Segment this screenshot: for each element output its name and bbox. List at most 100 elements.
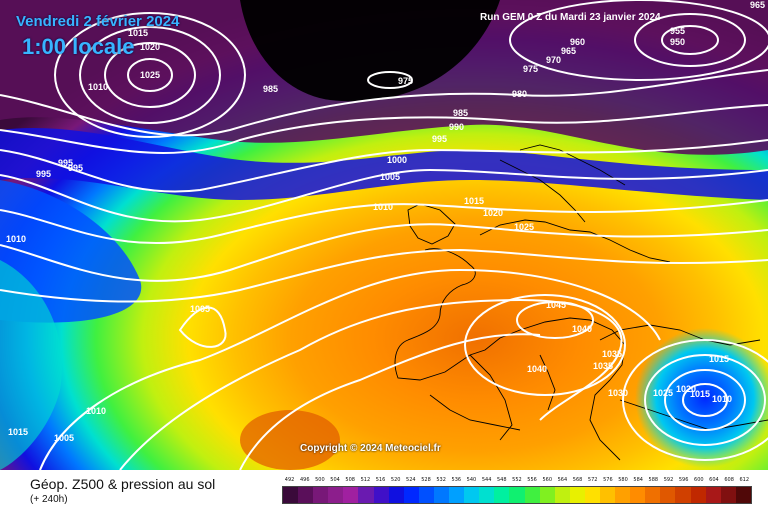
scale-label: 568	[572, 477, 583, 483]
weather-map: 1015 1020 1025 1010 985 975 960 965 970 …	[0, 0, 768, 470]
isobar-label: 970	[546, 55, 561, 65]
scale-label: 588	[648, 477, 659, 483]
isobar-label: 980	[512, 89, 527, 99]
isobar-label: 995	[68, 163, 83, 173]
isobar-label: 1035	[602, 349, 622, 359]
isobar-label: 1015	[8, 427, 28, 437]
isobar-label: 1040	[572, 324, 592, 334]
scale-swatch	[328, 487, 344, 503]
scale-label: 524	[406, 477, 416, 483]
isobar-labels: 1015 1020 1025 1010 985 975 960 965 970 …	[6, 0, 765, 443]
scale-swatch	[705, 487, 721, 503]
scale-swatch	[449, 487, 465, 503]
isobar-label: 1025	[514, 222, 534, 232]
scale-label: 540	[466, 477, 477, 483]
isobar-label: 995	[432, 134, 447, 144]
scale-label: 520	[390, 477, 401, 483]
scale-label: 544	[481, 477, 492, 483]
forecast-date: Vendredi 2 février 2024	[16, 13, 180, 30]
isobar-label: 1025	[140, 70, 160, 80]
scale-label: 592	[663, 477, 674, 483]
isobar-label: 995	[58, 158, 73, 168]
scale-swatch	[418, 487, 434, 503]
scale-label: 536	[451, 477, 462, 483]
scale-swatch	[660, 487, 676, 503]
isobar-label: 1015	[709, 354, 729, 364]
color-scale: 492 496 500 504 508 512 516 520 524 528 532 536 540 5…	[282, 477, 752, 504]
isobar-label: 1035	[593, 361, 613, 371]
isobar-label: 1010	[712, 394, 732, 404]
isobar-label: 965	[561, 46, 576, 56]
scale-swatch	[464, 487, 480, 503]
isobars	[0, 0, 768, 470]
isobar-label: 990	[449, 122, 464, 132]
scale-swatch	[358, 487, 374, 503]
scale-label: 584	[633, 477, 643, 483]
scale-swatch	[675, 487, 691, 503]
isobar-label: 1015	[128, 28, 148, 38]
scale-label: 600	[694, 477, 704, 483]
isobar-label: 1020	[483, 208, 503, 218]
isobar-label: 975	[398, 76, 413, 86]
isobar-label: 1030	[608, 388, 628, 398]
scale-swatch	[690, 487, 706, 503]
forecast-range: (+ 240h)	[30, 494, 68, 505]
scale-label: 572	[587, 477, 598, 483]
scale-swatch	[599, 487, 616, 503]
isobar-label: 1010	[86, 406, 106, 416]
isobar-label: 1040	[527, 364, 547, 374]
scale-label: 596	[678, 477, 689, 483]
deep-trough	[240, 0, 500, 102]
scale-label: 528	[421, 477, 431, 483]
isobar-label: 960	[570, 37, 585, 47]
scale-swatch	[479, 487, 495, 503]
scale-swatch	[433, 487, 450, 503]
isobar-label: 955	[670, 26, 685, 36]
isobar-label: 985	[263, 84, 278, 94]
scale-swatch	[373, 487, 389, 503]
scale-bar	[282, 486, 752, 504]
scale-label: 496	[299, 477, 310, 483]
scale-swatch	[313, 487, 329, 503]
model-run: Run GEM 0 Z du Mardi 23 janvier 2024	[480, 12, 661, 23]
isobar-label: 965	[750, 0, 765, 10]
scale-swatch	[343, 487, 359, 503]
scale-label: 532	[436, 477, 446, 483]
isobar-label: 1005	[190, 304, 210, 314]
scale-swatch	[388, 487, 404, 503]
copyright-notice: Copyright © 2024 Meteociel.fr	[300, 443, 441, 454]
isobar-label: 1010	[88, 82, 108, 92]
isobar-label: 1000	[387, 155, 407, 165]
isobar-label: 1015	[464, 196, 484, 206]
low-pressure-pool	[635, 328, 768, 468]
scale-label: 504	[330, 477, 340, 483]
scale-label: 576	[603, 477, 613, 483]
isobar-label: 1015	[690, 389, 710, 399]
scale-label: 508	[345, 477, 355, 483]
isobar-label: 1005	[54, 433, 74, 443]
scale-label: 604	[709, 477, 719, 483]
scale-swatch	[584, 487, 600, 503]
scale-swatch	[615, 487, 631, 503]
legend-footer: Géop. Z500 & pression au sol (+ 240h) 49…	[0, 470, 768, 512]
isobar-label: 1005	[380, 172, 400, 182]
scale-label: 612	[739, 477, 750, 483]
scale-swatch	[569, 487, 585, 503]
isobar-label: 1010	[373, 202, 393, 212]
isobar-label: 1025	[653, 388, 673, 398]
scale-swatch	[283, 487, 299, 503]
map-title: Géop. Z500 & pression au sol	[30, 476, 216, 492]
scale-swatch	[403, 487, 419, 503]
scale-swatch	[298, 487, 314, 503]
isobar-label: 975	[523, 64, 538, 74]
isobar-label: 1020	[140, 42, 160, 52]
scale-swatch	[494, 487, 510, 503]
scale-swatch	[554, 487, 570, 503]
scale-swatch	[630, 487, 646, 503]
scale-label: 516	[375, 477, 386, 483]
isobar-label: 1020	[676, 384, 696, 394]
scale-labels: 492 496 500 504 508 512 516 520 524 528 532 536 540 5…	[282, 477, 752, 483]
scale-label: 564	[557, 477, 568, 483]
scale-label: 500	[315, 477, 325, 483]
scale-label: 608	[724, 477, 734, 483]
